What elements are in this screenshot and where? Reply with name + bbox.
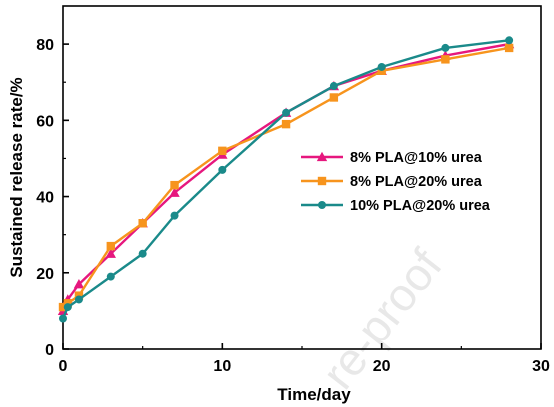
data-point — [281, 119, 291, 129]
data-point — [505, 36, 514, 45]
series-layer — [57, 36, 515, 323]
data-point — [105, 248, 116, 258]
data-point — [504, 43, 514, 53]
data-point — [329, 82, 338, 91]
x-tick-label: 20 — [373, 358, 391, 375]
axes: 0 10 20 30 0 20 40 60 80 — [36, 5, 550, 375]
data-point — [329, 93, 339, 102]
data-point — [441, 55, 450, 64]
data-point — [282, 108, 291, 117]
data-point — [63, 303, 72, 312]
data-point — [169, 187, 180, 197]
y-axis-label: Sustained release rate/% — [7, 77, 26, 277]
y-tick-label: 0 — [45, 342, 54, 359]
series-3 — [59, 36, 514, 323]
data-point — [73, 279, 85, 289]
legend-swatch-marker — [316, 151, 328, 162]
data-point — [58, 302, 68, 312]
y-tick-label: 80 — [36, 37, 54, 54]
legend: 8% PLA@10% urea 8% PLA@20% urea 10% PLA@20… — [301, 150, 491, 214]
data-point — [106, 272, 115, 281]
legend-entry-2: 8% PLA@20% urea — [301, 174, 483, 190]
data-point — [138, 219, 147, 228]
legend-swatch-marker — [318, 201, 326, 209]
data-point — [170, 180, 179, 190]
data-point — [138, 249, 147, 258]
x-tick-label: 0 — [59, 358, 68, 375]
x-tick-label: 30 — [532, 358, 550, 375]
y-tick-label: 40 — [36, 190, 54, 207]
legend-entry-3: 10% PLA@20% urea — [301, 198, 491, 214]
x-tick-label: 10 — [213, 358, 231, 375]
y-tick-label: 20 — [36, 266, 54, 283]
y-tick-label: 60 — [36, 113, 54, 130]
data-point — [218, 165, 227, 174]
legend-swatch-marker — [317, 176, 327, 186]
data-point — [218, 146, 227, 156]
data-point — [59, 314, 67, 323]
data-point — [106, 241, 115, 251]
legend-label: 8% PLA@20% urea — [350, 174, 483, 190]
data-point — [377, 62, 386, 71]
data-point — [74, 295, 83, 304]
x-axis-label: Time/day — [277, 385, 351, 404]
data-point — [441, 43, 450, 52]
legend-label: 8% PLA@10% urea — [350, 150, 483, 166]
data-point — [170, 211, 179, 220]
legend-label: 10% PLA@20% urea — [350, 198, 491, 214]
legend-entry-1: 8% PLA@10% urea — [301, 150, 483, 166]
